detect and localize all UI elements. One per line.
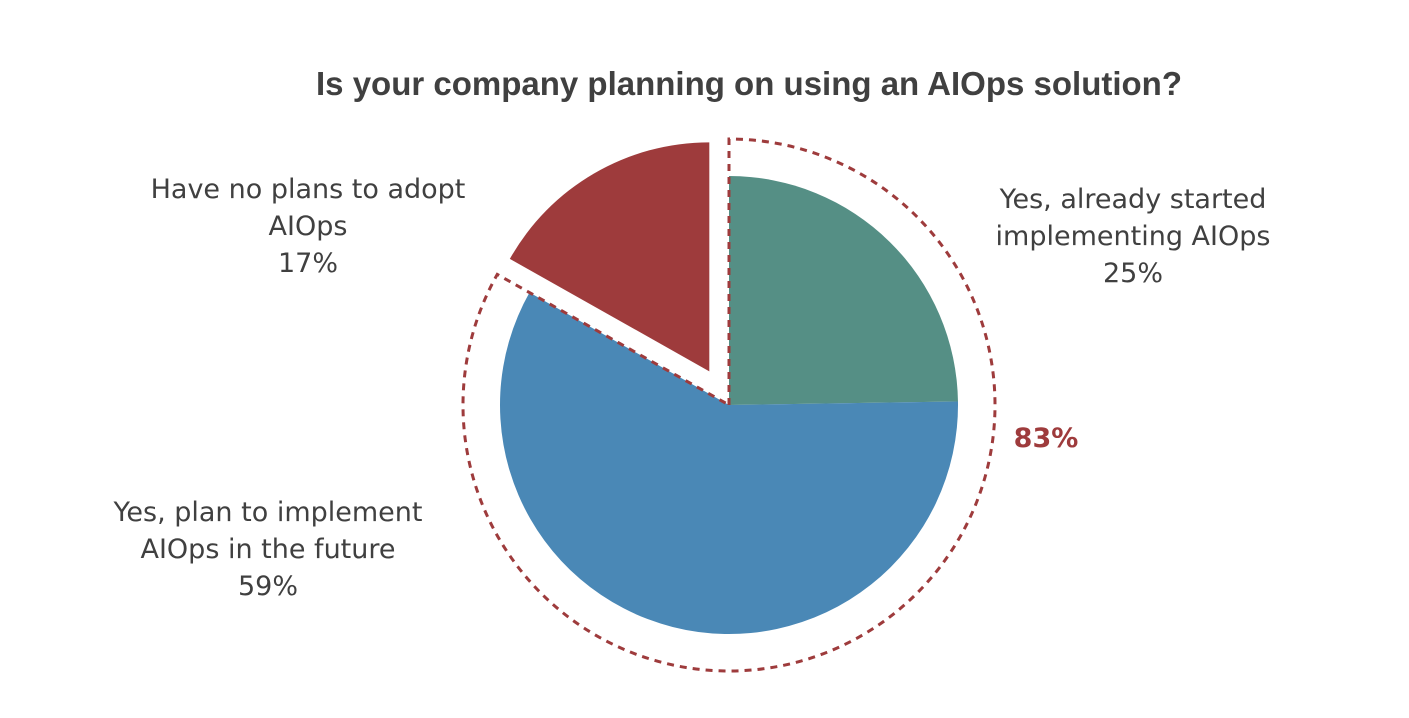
pie-slice: [499, 292, 958, 634]
chart-title: Is your company planning on using an AIO…: [316, 65, 1182, 102]
pie-slice: [509, 142, 710, 372]
pie-slices: [499, 142, 958, 634]
slice-label: Yes, already started implementing AIOps 25…: [996, 184, 1271, 289]
slice-label: Yes, plan to implement AIOps in the futur…: [113, 497, 423, 602]
slice-label: Have no plans to adopt AIOps 17%: [151, 174, 466, 279]
slice-labels: Yes, already started implementing AIOps 25…: [113, 174, 1271, 602]
group-label: 83%: [1014, 423, 1079, 454]
pie-slice: [729, 176, 958, 405]
